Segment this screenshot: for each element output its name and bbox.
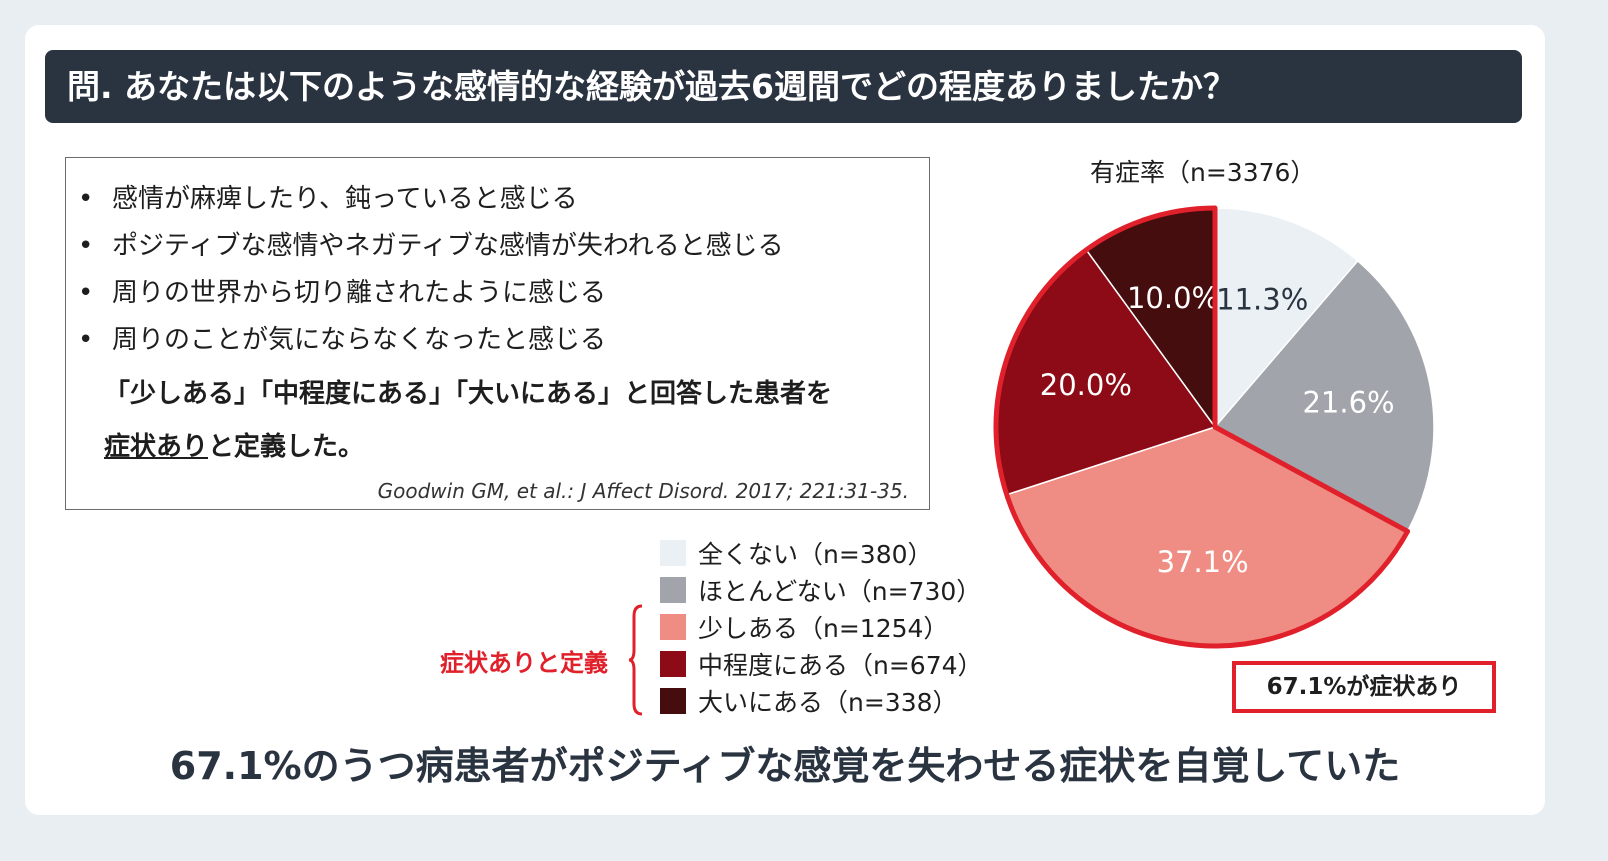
slice-label: 10.0% — [1127, 281, 1219, 315]
definition: 「少しある」「中程度にある」「大いにある」と回答した患者を 症状ありと定義した。 — [104, 368, 832, 474]
conclusion: 67.1%のうつ病患者がポジティブな感覚を失わせる症状を自覚していた — [169, 744, 1401, 788]
legend-count: （n=380） — [798, 539, 933, 569]
citation: Goodwin GM, et al.: J Affect Disord. 201… — [377, 479, 909, 503]
criteria-item: 周りのことが気にならなくなったと感じる — [78, 317, 784, 364]
legend-count: （n=1254） — [798, 613, 949, 643]
legend-swatch — [660, 576, 686, 603]
definition-line1: 「少しある」「中程度にある」「大いにある」と回答した患者を — [104, 379, 833, 409]
brace-icon — [628, 604, 643, 716]
criteria-item: 感情が麻痺したり、鈍っていると感じる — [78, 176, 784, 223]
callout-box: 67.1%が症状あり — [1232, 661, 1496, 713]
legend-category: 全くない — [698, 539, 799, 569]
legend: 全くない （n=380） ほとんどない （n=730） 少しある （n=1254） 中程度に… — [660, 534, 983, 719]
slice-label: 37.1% — [1157, 545, 1249, 579]
criteria-item: ポジティブな感情やネガティブな感情が失われると感じる — [78, 223, 784, 270]
legend-count: （n=674） — [848, 650, 983, 680]
criteria-box: 感情が麻痺したり、鈍っていると感じる ポジティブな感情やネガティブな感情が失われ… — [65, 157, 930, 510]
legend-count: （n=730） — [846, 576, 982, 606]
legend-category: ほとんどない — [698, 576, 847, 606]
legend-count: （n=338） — [823, 687, 958, 717]
pie-slice — [1214, 207, 1359, 430]
legend-item: 中程度にある （n=674） — [660, 645, 983, 682]
question-title: 問. あなたは以下のような感情的な経験が過去6週間でどの程度ありましたか？ — [45, 50, 1522, 123]
highlight-outline — [993, 205, 1411, 649]
slice-label: 11.3% — [1216, 283, 1308, 317]
legend-category: 大いにある — [698, 687, 824, 717]
legend-swatch — [660, 539, 686, 566]
legend-swatch — [660, 613, 686, 640]
chart-title: 有症率（n=3376） — [1090, 158, 1316, 187]
legend-item: 少しある （n=1254） — [660, 608, 983, 645]
pie-chart: 11.3% 21.6% 37.1% 20.0% 10.0% — [993, 205, 1435, 649]
slice-label: 20.0% — [1040, 368, 1132, 402]
criteria-item: 周りの世界から切り離されたように感じる — [78, 270, 784, 317]
legend-category: 中程度にある — [698, 650, 849, 680]
legend-item: 大いにある （n=338） — [660, 682, 983, 719]
definition-underlined: 症状あり — [104, 432, 209, 462]
legend-swatch — [660, 687, 686, 714]
legend-swatch — [660, 650, 686, 677]
criteria-list: 感情が麻痺したり、鈍っていると感じる ポジティブな感情やネガティブな感情が失われ… — [78, 176, 784, 364]
slice-label: 21.6% — [1302, 385, 1394, 419]
definition-rest: と定義した。 — [208, 432, 365, 462]
pie-slice — [1213, 259, 1435, 533]
legend-item: ほとんどない （n=730） — [660, 571, 983, 608]
legend-category: 少しある — [698, 613, 799, 643]
legend-item: 全くない （n=380） — [660, 534, 983, 571]
bracket-label: 症状ありと定義 — [440, 649, 608, 677]
